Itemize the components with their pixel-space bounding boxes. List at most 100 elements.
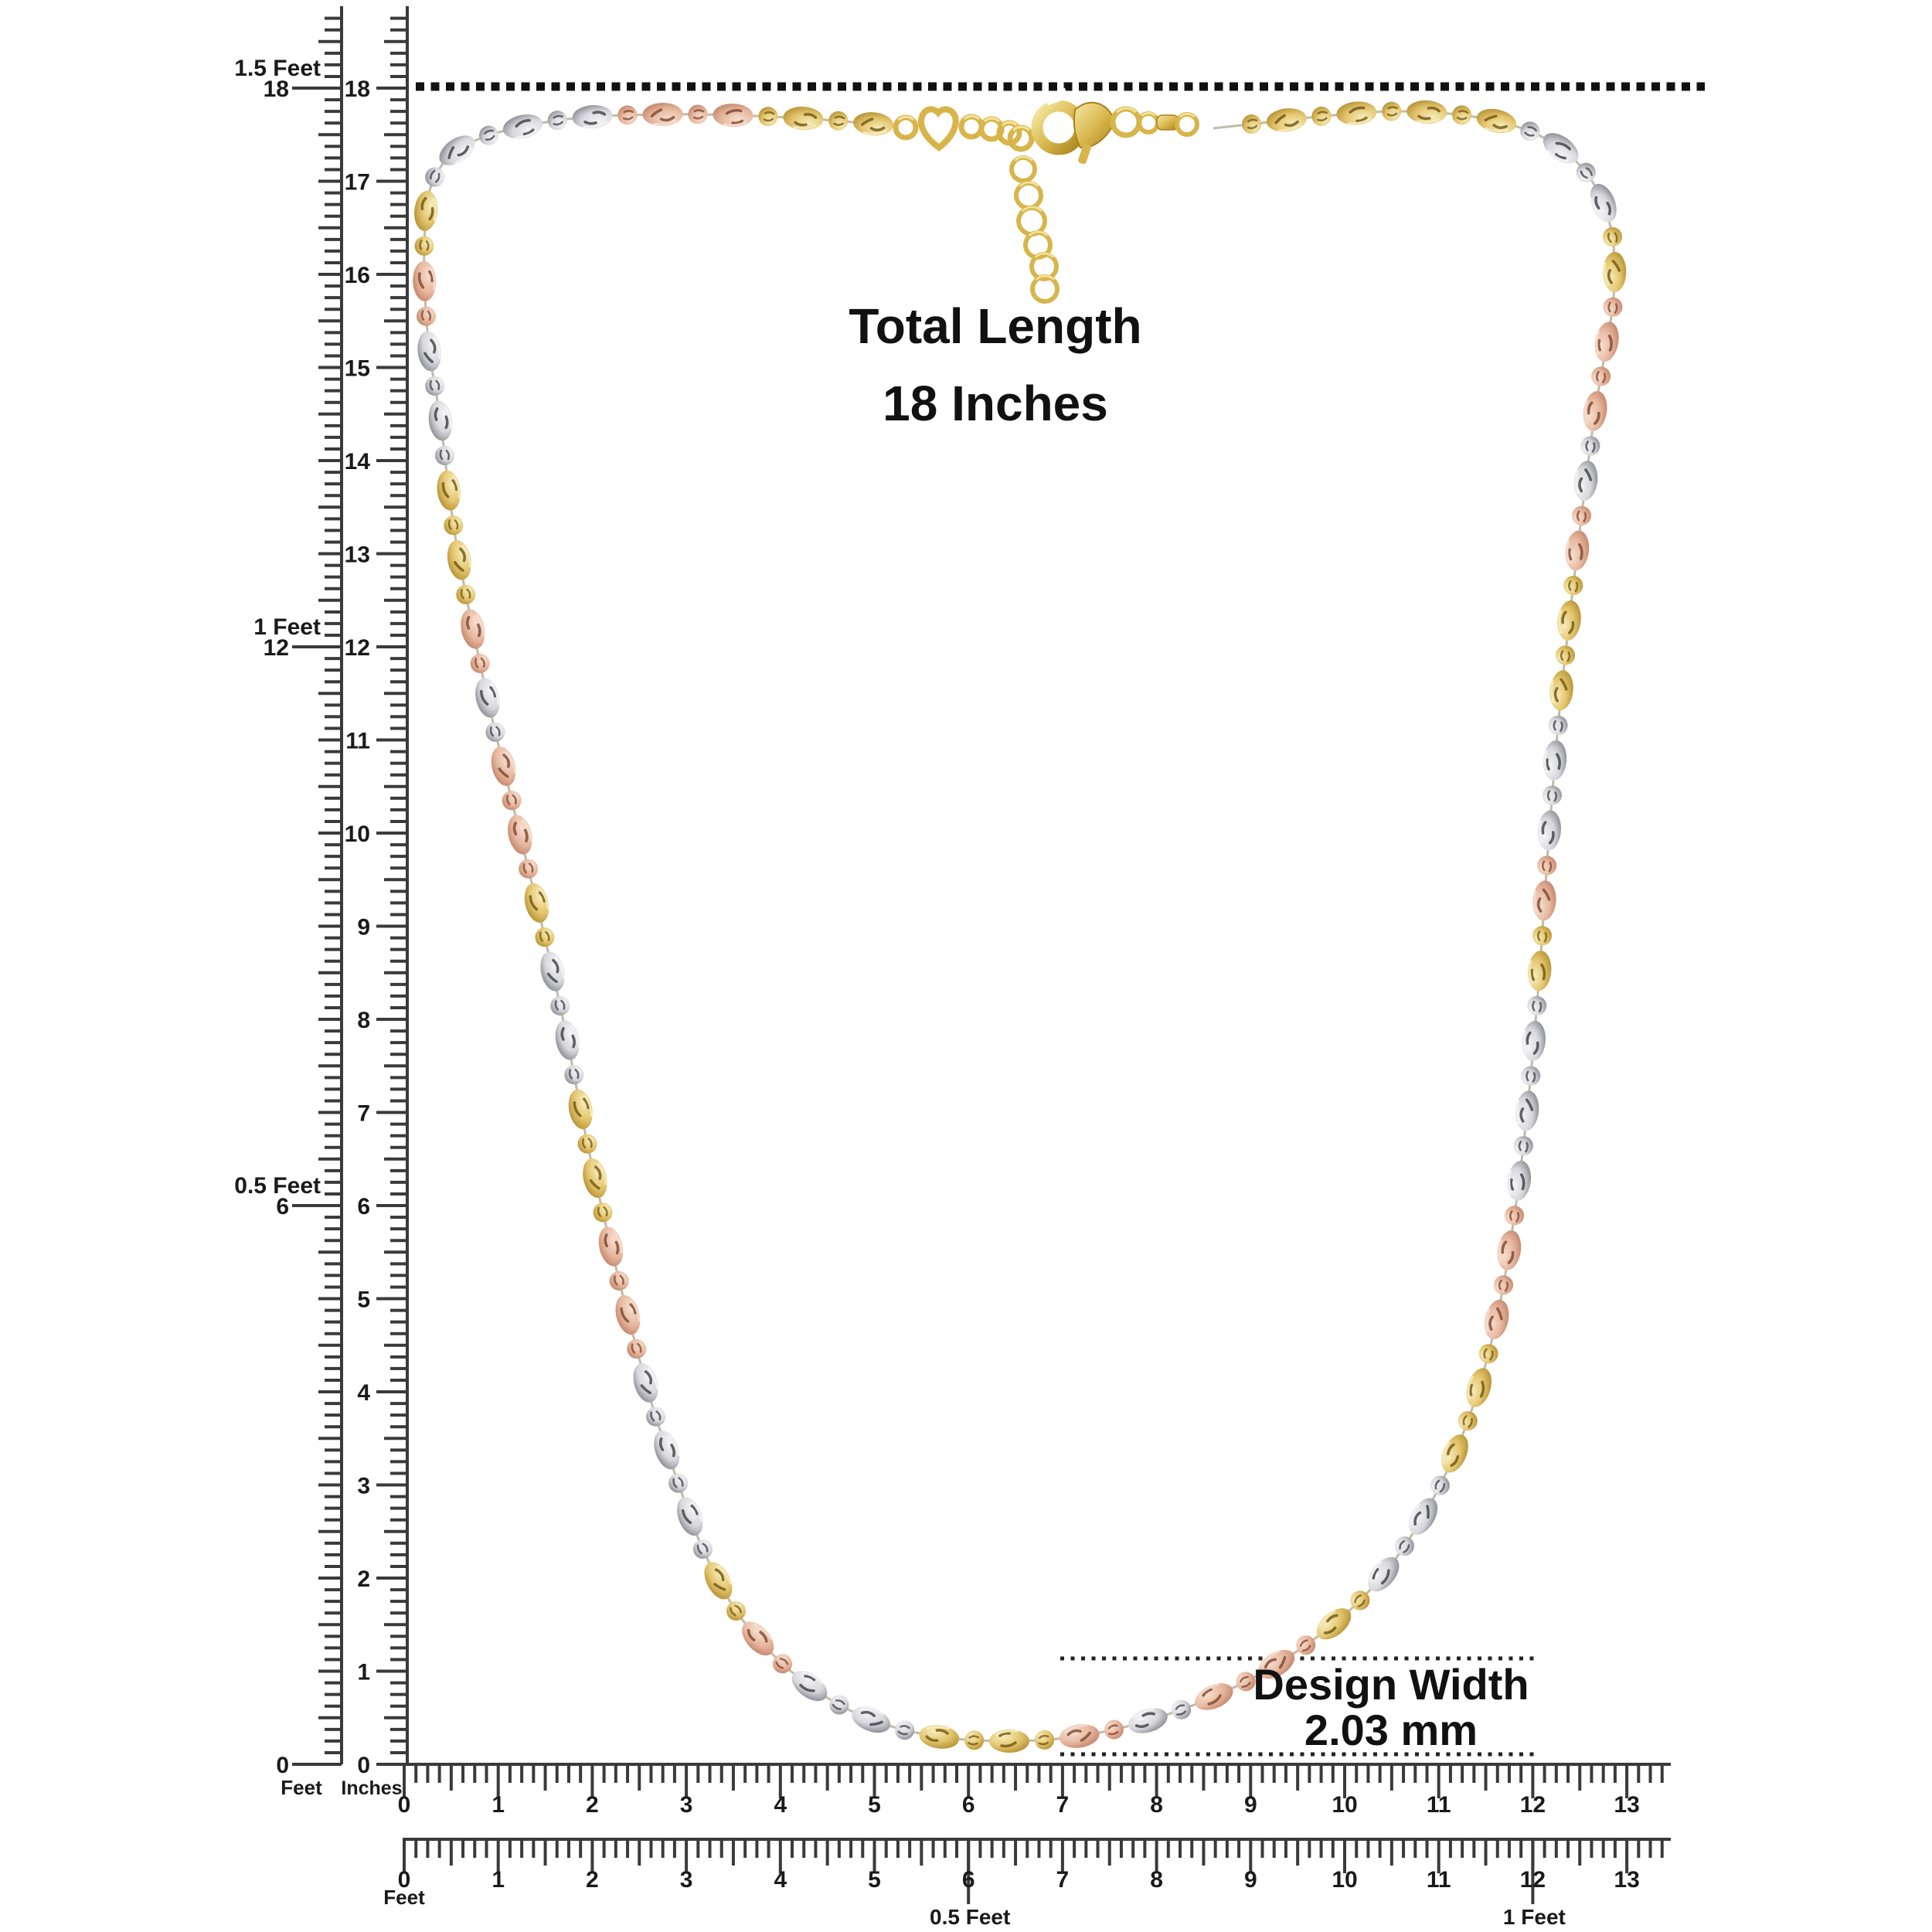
ball-bead-rose: [773, 1654, 792, 1674]
ball-bead-facets: [613, 1274, 624, 1286]
ball-bead-body: [535, 927, 555, 947]
ball-bead-body: [1580, 436, 1600, 456]
oval-bead-silver: [540, 951, 565, 992]
ball-bead-silver: [1394, 1536, 1414, 1556]
oval-bead-facets: [1536, 888, 1551, 913]
oval-bead-body: [852, 1706, 891, 1733]
oval-bead-gold: [1266, 108, 1307, 132]
inches-ruler-number: 3: [357, 1474, 370, 1499]
ball-bead-body: [1242, 114, 1262, 134]
ball-bead-facets: [419, 239, 430, 251]
oval-bead-gold: [568, 1089, 593, 1130]
ball-bead-facets: [1607, 301, 1618, 315]
bottom-inches-ruler-number: 9: [1244, 1792, 1257, 1818]
oval-bead-rose: [642, 102, 683, 127]
ball-bead-body: [547, 111, 567, 131]
ball-bead-facets: [696, 1543, 709, 1555]
ball-bead-facets: [568, 1068, 580, 1080]
ball-bead-facets: [554, 999, 566, 1011]
ball-bead-body: [519, 859, 539, 879]
bottom-inches-ruler-number: 0: [398, 1792, 411, 1818]
oval-bead-body: [1565, 530, 1590, 571]
jump-ring-highlight: [1034, 252, 1054, 259]
oval-bead-body: [791, 1671, 828, 1702]
ball-bead-facets: [1354, 1594, 1366, 1607]
ball-bead-facets: [1498, 1279, 1509, 1292]
ball-bead-silver: [564, 1065, 584, 1085]
ball-bead-body: [425, 167, 445, 187]
dotted-guides: [416, 82, 1705, 1757]
ball-bead-body: [693, 1539, 713, 1559]
oval-bead-highlight: [1566, 539, 1571, 564]
ball-bead-body: [1548, 716, 1568, 736]
oval-bead-highlight: [1590, 197, 1604, 219]
ball-bead-body: [617, 105, 638, 125]
ball-bead-facets: [1526, 1070, 1536, 1083]
oval-bead-highlight: [489, 682, 500, 706]
ball-bead-body: [726, 1601, 746, 1621]
inches-ruler-number: 8: [357, 1008, 370, 1033]
oval-bead-facets: [1264, 1655, 1287, 1669]
oval-bead-facets: [747, 1628, 768, 1643]
ball-bead-body: [1236, 1672, 1256, 1692]
inches-ruler-number: 1: [357, 1660, 370, 1685]
ball-bead-facets: [1536, 930, 1548, 943]
oval-bead-rose: [1565, 530, 1590, 571]
ball-bead-facets: [1317, 111, 1328, 122]
oval-bead-silver: [1543, 133, 1579, 164]
ball-bead-silver: [485, 722, 505, 742]
ball-bead-facets: [597, 1206, 608, 1217]
oval-bead-facets: [1413, 1505, 1430, 1526]
ball-bead-rose: [688, 104, 708, 124]
ball-bead-silver: [829, 1695, 849, 1715]
ball-bead-body: [1035, 1730, 1054, 1750]
inches-ruler-number: 2: [357, 1566, 370, 1592]
bottom-inches-ruler-number: 6: [962, 1792, 975, 1818]
ball-bead-gold: [1458, 1411, 1478, 1431]
jump-ring-highlight: [983, 117, 1000, 123]
oval-bead-facets: [515, 119, 535, 136]
feet-ruler-feet-label: 0.5 Feet: [234, 1173, 321, 1199]
ball-bead-facets: [1386, 106, 1399, 117]
oval-bead-highlight: [433, 335, 441, 360]
ball-bead-rose: [609, 1270, 629, 1291]
oval-bead-facets: [529, 891, 546, 911]
ball-bead-facets: [581, 1138, 593, 1149]
ball-bead-silver: [1430, 1475, 1450, 1495]
oval-bead-facets: [1519, 1098, 1534, 1123]
oval-bead-facets: [480, 686, 497, 706]
ball-bead-body: [627, 1339, 647, 1359]
ball-bead-gold: [593, 1202, 613, 1223]
inches-ruler-number: 0: [357, 1753, 370, 1778]
necklace-clasp: [893, 87, 1199, 304]
oval-bead-rose: [1485, 1299, 1509, 1339]
ball-bead-silver: [646, 1406, 666, 1427]
oval-bead-facets: [640, 1370, 652, 1395]
oval-bead-body: [1590, 183, 1617, 223]
oval-bead-body: [1485, 1299, 1509, 1339]
oval-bead-silver: [1128, 1708, 1168, 1733]
ball-bead-body: [502, 791, 522, 811]
oval-bead-highlight: [1485, 1308, 1491, 1332]
oval-bead-body: [1537, 810, 1561, 851]
oval-bead-body: [1522, 1020, 1546, 1061]
inches-ruler-number: 15: [345, 356, 370, 382]
ball-bead-body: [1563, 576, 1583, 596]
oval-bead-facets: [1488, 1307, 1503, 1331]
oval-bead-body: [783, 107, 824, 131]
oval-bead-highlight: [647, 1367, 658, 1389]
ball-bead-body: [1478, 1344, 1498, 1364]
oval-bead-highlight: [793, 124, 818, 130]
ball-bead-silver: [425, 376, 445, 396]
oval-bead-rose: [742, 1621, 774, 1656]
oval-bead-facets: [441, 479, 458, 498]
inches-ruler-number: 10: [345, 821, 370, 847]
ball-bead-silver: [1580, 436, 1600, 456]
ball-bead-gold: [1035, 1730, 1054, 1750]
oval-bead-facets: [560, 1026, 576, 1049]
oval-bead-highlight: [629, 1299, 641, 1322]
ball-bead-rose: [502, 791, 522, 811]
ball-bead-gold: [1350, 1590, 1370, 1611]
oval-bead-highlight: [667, 1434, 680, 1456]
oval-bead-highlight: [1467, 1375, 1474, 1400]
